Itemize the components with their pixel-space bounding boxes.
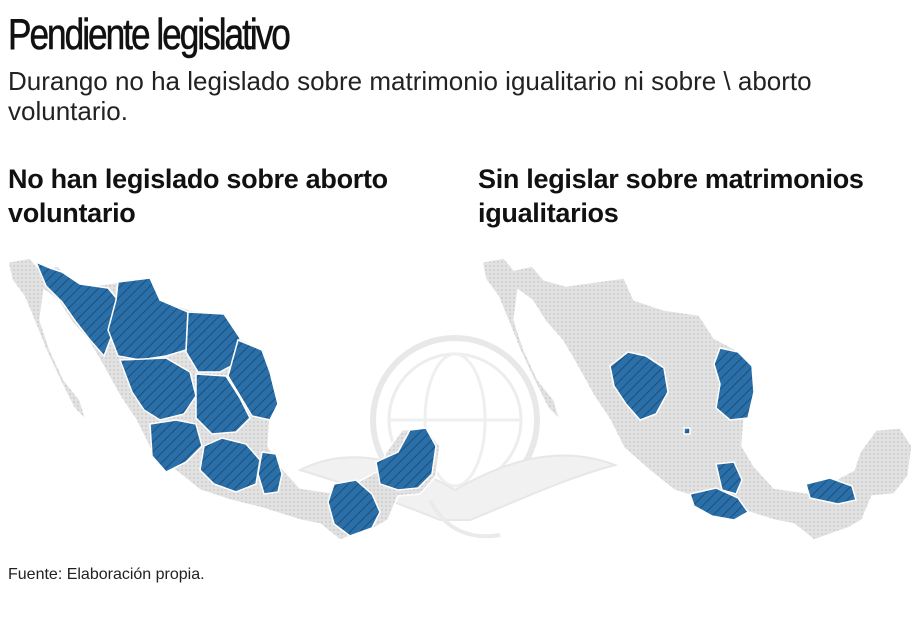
state-highlight: [715, 461, 743, 495]
state-highlight: [34, 260, 119, 358]
map-abortion: [7, 257, 441, 541]
page-title: Pendiente legislativo: [8, 10, 291, 60]
state-highlight: [689, 487, 750, 521]
state-highlight: [327, 479, 381, 537]
state-highlight: [149, 419, 203, 473]
panel-title-marriage: Sin legislar sobre matrimonios igualitar…: [478, 164, 864, 228]
state-highlight: [683, 427, 691, 435]
state-highlight: [713, 347, 755, 421]
state-highlight: [107, 277, 189, 361]
state-highlight: [257, 451, 283, 495]
state-highlight: [195, 373, 251, 435]
map-marriage: [481, 257, 913, 541]
state-highlight: [118, 357, 197, 421]
state-highlight: [185, 311, 241, 373]
state-highlight: [227, 338, 279, 421]
mexico-base-right: [481, 257, 913, 541]
page-subtitle: Durango no ha legislado sobre matrimonio…: [8, 66, 812, 126]
source-note: Fuente: Elaboración propia.: [8, 566, 205, 583]
state-highlight: [375, 427, 437, 491]
panel-title-abortion: No han legislado sobre aborto voluntario: [8, 164, 388, 228]
state-highlight: [609, 351, 669, 421]
state-highlight: [199, 437, 261, 493]
state-highlight: [805, 477, 857, 505]
